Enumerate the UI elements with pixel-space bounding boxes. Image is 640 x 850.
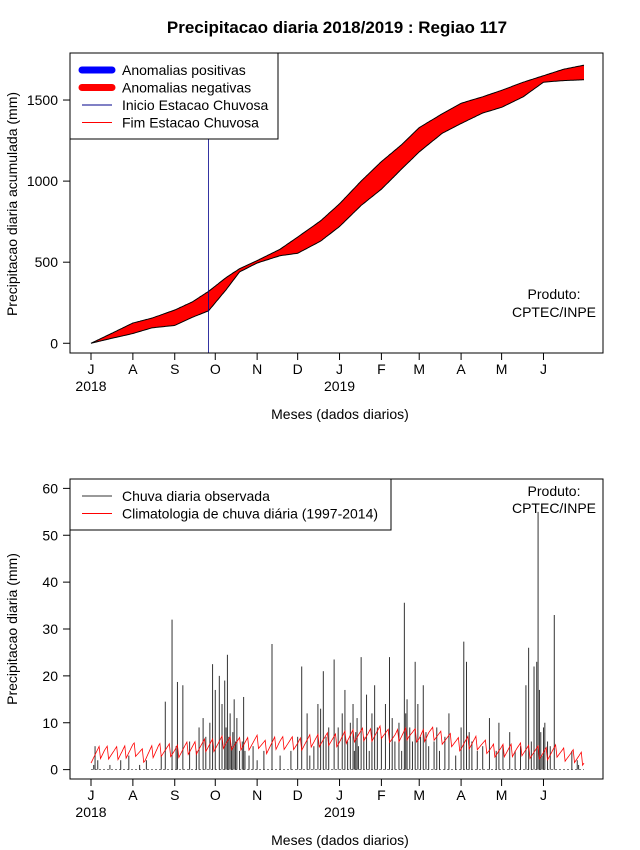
- x-tick-label-N: N: [252, 361, 262, 377]
- legend-label: Inicio Estacao Chuvosa: [122, 97, 269, 113]
- x-tick-label-M: M: [413, 787, 425, 803]
- x-tick-label-J: J: [540, 787, 547, 803]
- x-tick-label-J: J: [336, 361, 343, 377]
- year-label-2019: 2019: [324, 378, 355, 394]
- y-tick-label: 10: [42, 715, 58, 731]
- bottom-y-axis: 0 10 20 30 40 50 60: [42, 480, 71, 778]
- y-tick-label: 40: [42, 574, 58, 590]
- legend-label: Fim Estacao Chuvosa: [122, 115, 259, 131]
- x-tick-label-D: D: [293, 787, 303, 803]
- bottom-x-axis-label: Meses (dados diarios): [271, 832, 409, 848]
- legend-label: Anomalias negativas: [122, 80, 251, 96]
- legend-label: Anomalias positivas: [122, 62, 246, 78]
- legend-box: [69, 478, 392, 531]
- x-tick-label-A: A: [128, 361, 138, 377]
- x-tick-label-J: J: [88, 787, 95, 803]
- y-tick-label: 20: [42, 668, 58, 684]
- observed-cumulative-line: [90, 79, 584, 344]
- x-tick-label-O: O: [210, 787, 221, 803]
- y-tick-label: 50: [42, 527, 58, 543]
- y-tick-label: 60: [42, 480, 58, 496]
- x-tick-label-O: O: [210, 361, 221, 377]
- x-tick-label-N: N: [252, 787, 262, 803]
- bottom-legend: Chuva diaria observada Climatologia de ch…: [69, 478, 392, 531]
- bottom-annotation-line1: Produto:: [528, 483, 581, 499]
- legend-label: Climatologia de chuva diária (1997-2014): [122, 506, 378, 522]
- x-tick-label-M: M: [496, 787, 508, 803]
- x-tick-label-J: J: [88, 361, 95, 377]
- y-tick-label: 0: [50, 762, 58, 778]
- bottom-annotation-line2: CPTEC/INPE: [512, 500, 596, 516]
- year-label-2018: 2018: [75, 378, 106, 394]
- year-label-2019: 2019: [324, 804, 355, 820]
- y-tick-label: 30: [42, 621, 58, 637]
- legend-label: Chuva diaria observada: [122, 488, 270, 504]
- top-y-axis-label: Precipitacao diaria acumulada (mm): [4, 92, 20, 316]
- top-x-axis-label: Meses (dados diarios): [271, 406, 409, 422]
- chart-title: Precipitacao diaria 2018/2019 : Regiao 1…: [167, 18, 507, 37]
- y-tick-label: 500: [35, 254, 59, 270]
- top-legend: Anomalias positivas Anomalias negativasIn…: [69, 52, 279, 140]
- climatology-daily-line: [90, 724, 585, 767]
- bottom-y-axis-label: Precipitacao diaria (mm): [4, 553, 20, 705]
- x-tick-label-M: M: [413, 361, 425, 377]
- x-tick-label-A: A: [456, 361, 466, 377]
- x-tick-label-M: M: [496, 361, 508, 377]
- x-tick-label-A: A: [456, 787, 466, 803]
- x-tick-label-D: D: [293, 361, 303, 377]
- y-tick-label: 1000: [27, 173, 58, 189]
- x-tick-label-A: A: [128, 787, 138, 803]
- top-annotation-line2: CPTEC/INPE: [512, 304, 596, 320]
- y-tick-label: 1500: [27, 92, 58, 108]
- x-tick-label-J: J: [540, 361, 547, 377]
- x-tick-label-S: S: [170, 361, 179, 377]
- top-y-axis: 0 500 1000 1500: [27, 92, 71, 351]
- x-tick-label-F: F: [377, 787, 386, 803]
- x-tick-label-F: F: [377, 361, 386, 377]
- y-tick-label: 0: [50, 335, 58, 351]
- climatology-cumulative-line: [90, 64, 585, 344]
- top-annotation-line1: Produto:: [528, 286, 581, 302]
- legend-box: [69, 52, 279, 140]
- x-tick-label-S: S: [170, 787, 179, 803]
- year-label-2018: 2018: [75, 804, 106, 820]
- x-tick-label-J: J: [336, 787, 343, 803]
